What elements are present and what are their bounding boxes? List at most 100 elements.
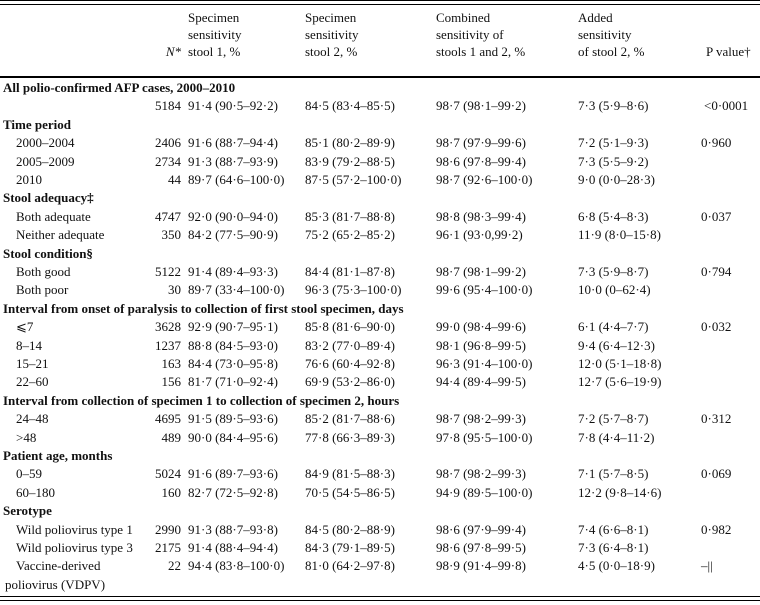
cell-added-sensitivity: 7·4 (6·6–8·1) bbox=[578, 521, 649, 537]
cell-combined-sensitivity: 98·6 (97·8–99·5) bbox=[436, 540, 526, 555]
row-label: >48 bbox=[16, 429, 37, 445]
cell-stool1-sensitivity: 81·7 (71·0–92·4) bbox=[188, 374, 278, 390]
cell-added-sensitivity: 4·5 (0·0–18·9) bbox=[578, 558, 655, 574]
cell-combined-sensitivity: 98·1 (96·8–99·5) bbox=[436, 337, 526, 353]
row-label: Both good bbox=[16, 264, 71, 279]
cell-combined-sensitivity: 96·3 (91·4–100·0) bbox=[436, 356, 533, 371]
cell-stool2-sensitivity: 81·0 (64·2–97·8) bbox=[305, 558, 395, 574]
cell-combined-sensitivity: 98·6 (97·9–99·4) bbox=[436, 521, 526, 537]
cell-n: 350 bbox=[161, 227, 182, 243]
header-added: Added sensitivity of stool 2, % bbox=[578, 10, 645, 59]
row-label: 60–180 bbox=[16, 484, 55, 500]
cell-p-value: 0·794 bbox=[701, 264, 732, 279]
bottom-rule-2 bbox=[0, 600, 760, 601]
cell-combined-sensitivity: 94·4 (89·4–99·5) bbox=[436, 374, 526, 390]
cell-added-sensitivity: 7·3 (6·4–8·1) bbox=[578, 540, 649, 555]
cell-stool1-sensitivity: 91·5 (89·5–93·6) bbox=[188, 411, 278, 427]
cell-stool1-sensitivity: 89·7 (33·4–100·0) bbox=[188, 282, 285, 298]
cell-stool2-sensitivity: 85·3 (81·7–88·8) bbox=[305, 208, 395, 224]
section-heading: Interval from onset of paralysis to coll… bbox=[3, 300, 404, 316]
top-rule-2 bbox=[0, 4, 760, 5]
row-label: ⩽7 bbox=[16, 319, 34, 335]
row-label: Both adequate bbox=[16, 208, 91, 224]
row-label: 0–59 bbox=[16, 466, 42, 482]
cell-stool2-sensitivity: 84·5 (83·4–85·5) bbox=[305, 98, 395, 114]
cell-stool2-sensitivity: 84·9 (81·5–88·3) bbox=[305, 466, 395, 482]
cell-combined-sensitivity: 98·7 (92·6–100·0) bbox=[436, 172, 533, 187]
cell-added-sensitivity: 9·4 (6·4–12·3) bbox=[578, 337, 655, 353]
cell-p-value: 0·037 bbox=[701, 208, 732, 224]
cell-n: 1237 bbox=[155, 337, 181, 353]
cell-stool2-sensitivity: 76·6 (60·4–92·8) bbox=[305, 356, 395, 371]
cell-added-sensitivity: 7·3 (5·9–8·7) bbox=[578, 264, 649, 279]
section-heading: Stool condition§ bbox=[3, 245, 93, 261]
cell-combined-sensitivity: 94·9 (89·5–100·0) bbox=[436, 484, 533, 500]
cell-n: 163 bbox=[161, 356, 182, 371]
cell-p-value: <0·0001 bbox=[704, 98, 749, 114]
section-heading: Patient age, months bbox=[3, 448, 113, 463]
cell-n: 489 bbox=[161, 429, 182, 445]
cell-stool1-sensitivity: 92·9 (90·7–95·1) bbox=[188, 319, 278, 335]
cell-combined-sensitivity: 98·9 (91·4–99·8) bbox=[436, 558, 526, 574]
cell-n: 156 bbox=[161, 374, 182, 390]
cell-stool1-sensitivity: 92·0 (90·0–94·0) bbox=[188, 208, 278, 224]
cell-stool2-sensitivity: 70·5 (54·5–86·5) bbox=[305, 484, 395, 500]
cell-stool2-sensitivity: 75·2 (65·2–85·2) bbox=[305, 227, 395, 243]
cell-combined-sensitivity: 98·7 (98·2–99·3) bbox=[436, 466, 526, 482]
row-label: 2000–2004 bbox=[16, 135, 75, 151]
cell-stool2-sensitivity: 84·5 (80·2–88·9) bbox=[305, 521, 395, 537]
cell-n: 2406 bbox=[155, 135, 181, 151]
cell-added-sensitivity: 10·0 (0–62·4) bbox=[578, 282, 651, 298]
cell-added-sensitivity: 7·1 (5·7–8·5) bbox=[578, 466, 649, 482]
cell-combined-sensitivity: 97·8 (95·5–100·0) bbox=[436, 429, 533, 445]
cell-stool1-sensitivity: 91·6 (88·7–94·4) bbox=[188, 135, 278, 151]
cell-stool1-sensitivity: 94·4 (83·8–100·0) bbox=[188, 558, 285, 574]
cell-stool1-sensitivity: 91·4 (89·4–93·3) bbox=[188, 264, 278, 279]
cell-combined-sensitivity: 99·6 (95·4–100·0) bbox=[436, 282, 533, 298]
row-label: 15–21 bbox=[16, 356, 49, 371]
cell-p-value: 0·312 bbox=[701, 411, 732, 427]
cell-n: 2990 bbox=[155, 521, 181, 537]
section-heading: Interval from collection of specimen 1 t… bbox=[3, 392, 400, 408]
row-label: 8–14 bbox=[16, 337, 42, 353]
cell-n: 160 bbox=[161, 484, 182, 500]
cell-stool2-sensitivity: 96·3 (75·3–100·0) bbox=[305, 282, 402, 298]
cell-stool1-sensitivity: 84·4 (73·0–95·8) bbox=[188, 356, 278, 371]
section-heading: Time period bbox=[3, 116, 72, 132]
cell-added-sensitivity: 7·2 (5·1–9·3) bbox=[578, 135, 649, 151]
header-rule bbox=[0, 76, 760, 78]
cell-stool2-sensitivity: 85·2 (81·7–88·6) bbox=[305, 411, 395, 427]
cell-stool2-sensitivity: 83·9 (79·2–88·5) bbox=[305, 153, 395, 169]
cell-combined-sensitivity: 98·7 (98·2–99·3) bbox=[436, 411, 526, 427]
cell-added-sensitivity: 6·1 (4·4–7·7) bbox=[578, 319, 649, 335]
cell-combined-sensitivity: 98·6 (97·8–99·4) bbox=[436, 153, 526, 169]
cell-p-value: 0·032 bbox=[701, 319, 732, 335]
cell-n: 4747 bbox=[155, 208, 181, 224]
cell-stool1-sensitivity: 84·2 (77·5–90·9) bbox=[188, 227, 278, 243]
cell-p-value: –|| bbox=[701, 558, 713, 574]
header-stool1: Specimen sensitivity stool 1, % bbox=[188, 10, 242, 59]
cell-combined-sensitivity: 99·0 (98·4–99·6) bbox=[436, 319, 526, 335]
row-label: Both poor bbox=[16, 282, 69, 298]
top-rule bbox=[0, 0, 760, 1]
cell-added-sensitivity: 7·3 (5·5–9·2) bbox=[578, 153, 649, 169]
cell-stool2-sensitivity: 87·5 (57·2–100·0) bbox=[305, 172, 402, 187]
row-label: Wild poliovirus type 1 bbox=[16, 521, 133, 537]
cell-stool2-sensitivity: 69·9 (53·2–86·0) bbox=[305, 374, 395, 390]
cell-p-value: 0·982 bbox=[701, 521, 732, 537]
header-p-value: P value† bbox=[706, 44, 751, 59]
cell-added-sensitivity: 12·0 (5·1–18·8) bbox=[578, 356, 662, 371]
cell-added-sensitivity: 7·2 (5·7–8·7) bbox=[578, 411, 649, 427]
row-label: Neither adequate bbox=[16, 227, 105, 243]
cell-added-sensitivity: 9·0 (0·0–28·3) bbox=[578, 172, 655, 187]
cell-combined-sensitivity: 98·7 (98·1–99·2) bbox=[436, 264, 526, 279]
cell-combined-sensitivity: 98·7 (97·9–99·6) bbox=[436, 135, 526, 151]
row-label: 22–60 bbox=[16, 374, 49, 390]
row-label: Wild poliovirus type 3 bbox=[16, 540, 133, 555]
row-label: 2005–2009 bbox=[16, 153, 75, 169]
header-combined: Combined sensitivity of stools 1 and 2, … bbox=[436, 10, 526, 59]
cell-stool1-sensitivity: 91·4 (90·5–92·2) bbox=[188, 98, 278, 114]
cell-combined-sensitivity: 98·8 (98·3–99·4) bbox=[436, 208, 526, 224]
cell-added-sensitivity: 7·3 (5·9–8·6) bbox=[578, 98, 649, 114]
